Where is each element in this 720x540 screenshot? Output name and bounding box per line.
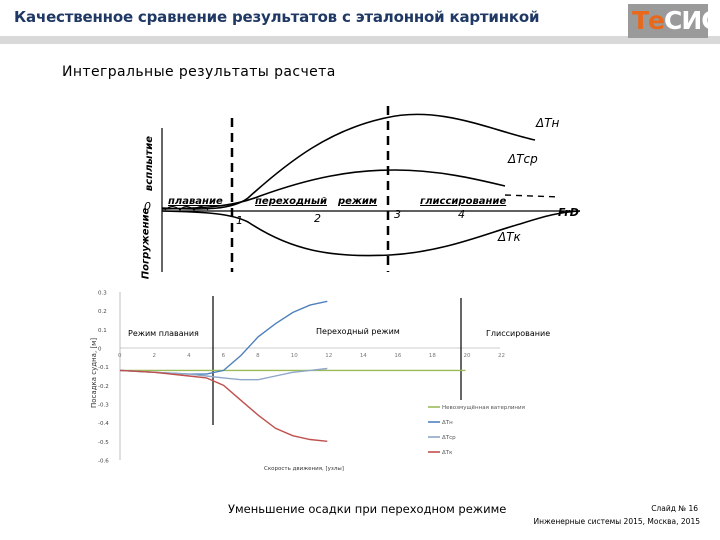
ref-tick-3: 3 <box>394 208 401 221</box>
chart-legend-label: ΔТн <box>442 420 453 426</box>
chart-y-tick-label: -0.3 <box>98 403 109 409</box>
header-bar: Качественное сравнение результатов с эта… <box>0 0 720 44</box>
chart-y-tick-label: -0.5 <box>98 440 109 446</box>
bottom-caption: Уменьшение осадки при переходном режиме <box>228 502 507 516</box>
chart-x-axis-label: Скорость движения, [узлы] <box>264 466 344 472</box>
ref-tick-4: 4 <box>458 208 465 221</box>
chart-y-tick-label: 0.1 <box>98 328 107 334</box>
ref-phase-3: режим <box>338 196 378 207</box>
chart-region-label: Переходный режим <box>316 327 400 336</box>
chart-x-tick-label: 0 <box>118 353 122 359</box>
ref-bumps <box>164 206 209 211</box>
chart-series-line-3 <box>119 369 328 442</box>
ref-curve-tk <box>161 210 581 257</box>
ref-origin-label: 0 <box>144 200 151 213</box>
ref-x-axis-label: FrD <box>558 206 579 219</box>
chart-x-tick-label: 4 <box>187 353 191 359</box>
chart-y-tick-label: -0.4 <box>98 421 109 427</box>
slide-number: Слайд № 16 <box>651 504 698 513</box>
slide-title: Качественное сравнение результатов с эта… <box>14 8 540 26</box>
chart-x-tick-label: 22 <box>498 353 505 359</box>
chart-x-tick-label: 10 <box>291 353 298 359</box>
ref-tick-1: 1 <box>236 214 243 227</box>
chart-y-tick-label: 0.3 <box>98 291 107 297</box>
chart-x-tick-label: 14 <box>360 353 367 359</box>
chart-x-tick-label: 18 <box>429 353 436 359</box>
chart-y-tick-label: 0 <box>98 347 102 353</box>
tesis-logo: ТеСИС <box>628 4 720 38</box>
ref-curve-tcp <box>161 169 506 210</box>
footer-org: Инженерные системы 2015, Москва, 2015 <box>533 517 701 526</box>
chart-x-tick-label: 12 <box>325 353 332 359</box>
chart-y-tick-label: -0.2 <box>98 384 109 390</box>
chart-region-label: Режим плавания <box>128 329 199 338</box>
chart-x-tick-label: 6 <box>222 353 226 359</box>
ref-phase-1: плавание <box>168 196 223 207</box>
ref-phase-4: глиссирование <box>420 196 507 207</box>
ref-curve-tn <box>161 113 536 210</box>
chart-legend-label: ΔТк <box>442 450 453 456</box>
chart-y-tick-label: -0.6 <box>98 459 109 465</box>
chart-y-axis-label: Посадка судна, [м] <box>90 338 98 408</box>
chart-x-tick-label: 20 <box>463 353 470 359</box>
ref-curve-tn-label: ΔТн <box>536 116 560 130</box>
chart-legend-label: Невозмущённая ватерлиния <box>442 405 525 411</box>
chart-region-label: Глиссирование <box>486 329 550 338</box>
chart-y-tick-label: 0.2 <box>98 309 107 315</box>
chart-x-tick-label: 8 <box>256 353 260 359</box>
chart-x-tick-label: 2 <box>153 353 157 359</box>
ref-tick-2: 2 <box>314 212 321 225</box>
ref-phase-2: переходный <box>255 196 327 207</box>
section-subtitle: Интегральные результаты расчета <box>62 64 336 80</box>
logo-part-b: СИС <box>664 6 720 35</box>
chart-series-line-2 <box>119 367 328 381</box>
logo-part-a: Те <box>632 6 665 35</box>
ref-curve-tk-label: ΔТк <box>498 230 521 244</box>
ref-curve-dashed-ext <box>504 194 561 198</box>
ref-curve-tcp-label: ΔТср <box>508 152 538 166</box>
logo-text: ТеСИС <box>632 6 720 35</box>
header-divider <box>0 36 720 44</box>
chart-x-tick-label: 16 <box>394 353 401 359</box>
chart-y-tick-label: -0.1 <box>98 365 109 371</box>
chart-legend-label: ΔТср <box>442 435 456 441</box>
